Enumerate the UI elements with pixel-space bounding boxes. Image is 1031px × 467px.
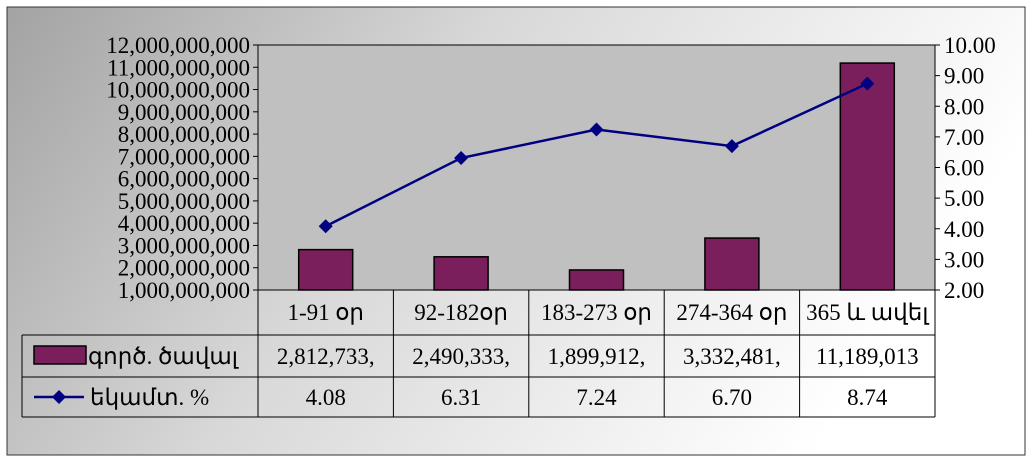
legend-bar-swatch: [33, 345, 87, 365]
table-bar-value: 2,812,733,: [277, 344, 375, 369]
category-label: 1-91 օր: [287, 300, 364, 325]
line-point: [724, 139, 739, 154]
category-label: 365 և ավել: [806, 300, 929, 325]
line-point: [589, 122, 604, 137]
left-axis-tick-label: 5,000,000,000: [118, 189, 250, 214]
category-label: 92-182օր: [414, 300, 508, 325]
left-axis-tick-label: 6,000,000,000: [118, 167, 250, 192]
legend-line-marker: [52, 390, 66, 404]
table-line-value: 6.31: [441, 385, 481, 410]
left-axis-tick-label: 9,000,000,000: [118, 100, 250, 125]
right-axis-tick-label: 10.00: [944, 33, 996, 58]
bar: [704, 237, 760, 291]
bar: [433, 256, 489, 291]
table-line-value: 8.74: [847, 385, 888, 410]
legend-bar-name: գործ. ծավալ: [88, 344, 239, 369]
right-axis-tick-label: 8.00: [944, 94, 984, 119]
right-axis-tick-label: 2.00: [944, 278, 984, 303]
line-point: [860, 76, 875, 91]
bar: [297, 248, 354, 291]
left-axis-tick-label: 10,000,000,000: [106, 78, 250, 103]
category-label: 274-364 օր: [676, 300, 787, 325]
right-axis-tick-label: 9.00: [944, 64, 984, 89]
table-line-value: 6.70: [712, 385, 752, 410]
table-bar-value: 11,189,013: [816, 344, 919, 369]
bar: [839, 62, 896, 291]
left-axis-tick-label: 4,000,000,000: [118, 211, 250, 236]
line-point: [318, 219, 333, 234]
left-axis-tick-label: 3,000,000,000: [118, 233, 250, 258]
table-bar-value: 2,490,333,: [412, 344, 510, 369]
left-axis-tick-label: 11,000,000,000: [107, 55, 250, 80]
left-axis-tick-label: 12,000,000,000: [106, 33, 250, 58]
right-axis-tick-label: 3.00: [944, 247, 984, 272]
legend-line-name: եկամտ. %: [90, 385, 209, 410]
table-line-value: 4.08: [306, 385, 346, 410]
left-axis-tick-label: 8,000,000,000: [118, 122, 250, 147]
right-axis-tick-label: 6.00: [944, 156, 984, 181]
line-point: [454, 151, 469, 166]
bar: [568, 269, 625, 291]
category-label: 183-273 օր: [541, 300, 652, 325]
left-axis-tick-label: 2,000,000,000: [118, 256, 250, 281]
plot-area: [257, 44, 936, 291]
right-axis-tick-label: 5.00: [944, 186, 984, 211]
table-bar-value: 3,332,481,: [683, 344, 781, 369]
table-line-value: 7.24: [576, 385, 617, 410]
left-axis-tick-label: 1,000,000,000: [118, 278, 250, 303]
right-axis-tick-label: 7.00: [944, 125, 984, 150]
left-axis-tick-label: 7,000,000,000: [118, 144, 250, 169]
right-axis-tick-label: 4.00: [944, 217, 984, 242]
table-bar-value: 1,899,912,: [548, 344, 646, 369]
